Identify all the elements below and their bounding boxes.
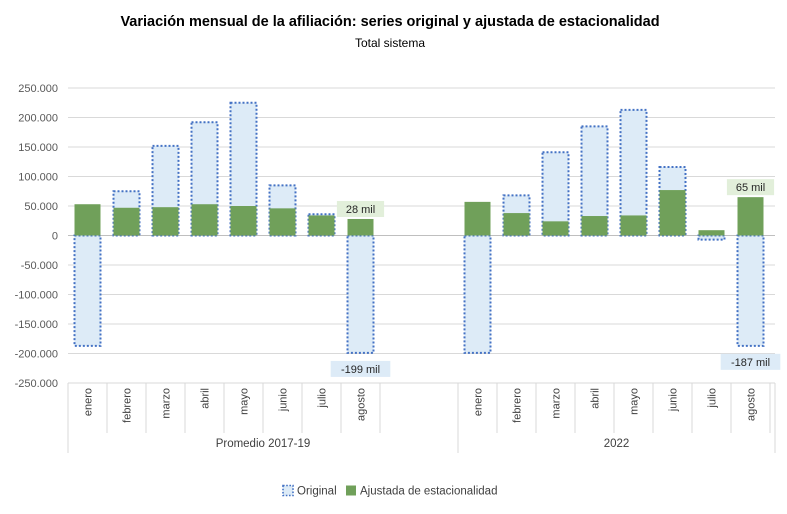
- x-tick-label: agosto: [356, 388, 368, 421]
- legend-label-original: Original: [297, 486, 337, 498]
- x-tick-label: mayo: [629, 388, 641, 415]
- x-tick-label: mayo: [239, 388, 251, 415]
- y-tick-label: -250.000: [15, 378, 58, 390]
- data-label-box: [726, 179, 775, 196]
- data-label: -199 mil: [330, 360, 391, 377]
- bar-ajustada: [230, 206, 257, 236]
- x-tick-label: febrero: [122, 388, 134, 423]
- data-label-text: 65 mil: [736, 182, 765, 194]
- bar-original: [619, 108, 648, 237]
- y-tick-label: -50.000: [21, 260, 58, 272]
- x-tick-label: julio: [707, 388, 719, 409]
- x-tick-label: abril: [590, 388, 602, 409]
- chart-subtitle: Total sistema: [355, 36, 425, 50]
- bar-ajustada: [542, 221, 569, 236]
- chart-title: Variación mensual de la afiliación: seri…: [120, 14, 659, 30]
- data-label-box: [720, 353, 781, 370]
- group-label: 2022: [604, 438, 630, 450]
- y-tick-label: -150.000: [15, 319, 58, 331]
- bars: [73, 101, 765, 354]
- bar-ajustada: [74, 204, 101, 236]
- legend: Original Ajustada de estacionalidad: [282, 484, 497, 498]
- bar-original: [73, 234, 102, 347]
- x-tick-label: julio: [317, 388, 329, 409]
- bar-ajustada: [659, 190, 686, 236]
- data-label-text: -187 mil: [731, 357, 770, 369]
- bar-original: [346, 234, 375, 354]
- data-label-text: 28 mil: [346, 204, 375, 216]
- x-tick-label: abril: [200, 388, 212, 409]
- gridlines: [68, 87, 775, 384]
- legend-swatch-ajustada: [346, 485, 356, 496]
- bar-ajustada: [191, 204, 218, 236]
- y-tick-label: 200.000: [18, 113, 58, 125]
- bar-original: [736, 234, 765, 347]
- bar-ajustada: [464, 201, 491, 236]
- y-tick-label: 250.000: [18, 83, 58, 95]
- x-tick-label: enero: [83, 388, 95, 416]
- x-tick-label: agosto: [746, 388, 758, 421]
- bar-ajustada: [698, 230, 725, 236]
- data-label: -187 mil: [720, 353, 781, 370]
- data-label-text: -199 mil: [341, 364, 380, 376]
- legend-label-ajustada: Ajustada de estacionalidad: [360, 486, 497, 498]
- y-tick-label: 150.000: [18, 142, 58, 154]
- bar-ajustada: [269, 208, 296, 236]
- bar-ajustada: [308, 215, 335, 236]
- data-label-box: [336, 200, 385, 217]
- y-tick-label: 50.000: [24, 201, 58, 213]
- bar-ajustada: [113, 207, 140, 236]
- x-tick-label: enero: [473, 388, 485, 416]
- x-tick-label: junio: [278, 388, 290, 412]
- x-tick-label: marzo: [161, 388, 173, 419]
- data-label-box: [330, 360, 391, 377]
- x-tick-label: junio: [668, 388, 680, 412]
- bar-original: [463, 234, 492, 354]
- legend-swatch-original: [282, 484, 294, 497]
- x-axis: enero febrero marzo abril mayo junio julio agos…: [67, 383, 776, 453]
- y-tick-label: -100.000: [15, 290, 58, 302]
- bar-ajustada: [152, 207, 179, 236]
- bar-ajustada: [620, 215, 647, 236]
- bar-ajustada: [737, 197, 764, 236]
- group-label: Promedio 2017-19: [216, 438, 311, 450]
- data-label: 65 mil: [726, 179, 775, 196]
- y-axis: 250.000 200.000 150.000 100.000 50.000 0 -50.0…: [15, 83, 58, 390]
- y-tick-label: 100.000: [18, 172, 58, 184]
- y-tick-label: 0: [52, 231, 58, 243]
- bar-ajustada: [503, 213, 530, 236]
- data-label: 28 mil: [336, 200, 385, 217]
- x-tick-label: febrero: [512, 388, 524, 423]
- x-tick-label: marzo: [551, 388, 563, 419]
- bar-original: [697, 234, 726, 241]
- bar-ajustada: [347, 218, 374, 236]
- bar-ajustada: [581, 216, 608, 236]
- data-labels: 28 mil -199 mil 65 mil -187 mil: [330, 179, 781, 377]
- y-tick-label: -200.000: [15, 349, 58, 361]
